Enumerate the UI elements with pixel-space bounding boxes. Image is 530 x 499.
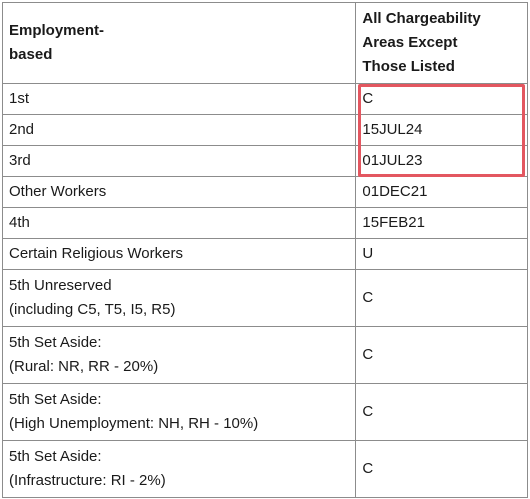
category-cell: 5th Set Aside: (Infrastructure: RI - 2%) [1,440,357,498]
table-row: 5th Set Aside: (High Unemployment: NH, R… [1,383,528,441]
table-row: 5th Set Aside: (Infrastructure: RI - 2%)… [1,440,528,498]
table-row: 5th Unreserved (including C5, T5, I5, R5… [1,269,528,327]
date-cell: 15FEB21 [355,207,528,239]
header-line: based [9,46,53,63]
category-line: (Rural: NR, RR - 20%) [9,358,159,375]
category-cell: 4th [1,207,357,239]
table-row: Certain Religious Workers U [1,238,528,270]
category-cell: 3rd [1,145,357,177]
category-cell: Certain Religious Workers [1,238,357,270]
header-employment-based: Employment- based [1,2,357,84]
table-row: Other Workers 01DEC21 [1,176,528,208]
header-line: All Chargeability [362,10,481,27]
date-cell: C [355,326,528,384]
category-line: 5th Set Aside: [9,391,102,408]
table-row: 2nd 15JUL24 [1,114,528,146]
table-row: 3rd 01JUL23 [1,145,528,177]
category-line: 5th Set Aside: [9,334,102,351]
date-cell: C [355,440,528,498]
category-cell: 5th Unreserved (including C5, T5, I5, R5… [1,269,357,327]
date-cell: 15JUL24 [355,114,528,146]
header-line: Employment- [9,22,105,39]
table-row: 5th Set Aside: (Rural: NR, RR - 20%) C [1,326,528,384]
header-line: Those Listed [362,58,455,75]
header-row: Employment- based All Chargeability Area… [1,2,528,84]
category-line: 5th Set Aside: [9,448,102,465]
date-cell: C [355,83,528,115]
category-cell: 5th Set Aside: (Rural: NR, RR - 20%) [1,326,357,384]
date-cell: C [355,269,528,327]
category-cell: Other Workers [1,176,357,208]
category-cell: 2nd [1,114,357,146]
date-cell: U [355,238,528,270]
category-line: (including C5, T5, I5, R5) [9,301,176,318]
table-row: 1st C [1,83,528,115]
date-cell: C [355,383,528,441]
header-all-chargeability: All Chargeability Areas Except Those Lis… [355,2,528,84]
category-cell: 5th Set Aside: (High Unemployment: NH, R… [1,383,357,441]
category-cell: 1st [1,83,357,115]
category-line: (High Unemployment: NH, RH - 10%) [9,415,259,432]
category-line: 5th Unreserved [9,277,112,294]
date-cell: 01DEC21 [355,176,528,208]
category-line: (Infrastructure: RI - 2%) [9,472,166,489]
header-line: Areas Except [362,34,458,51]
date-cell: 01JUL23 [355,145,528,177]
table-row: 4th 15FEB21 [1,207,528,239]
